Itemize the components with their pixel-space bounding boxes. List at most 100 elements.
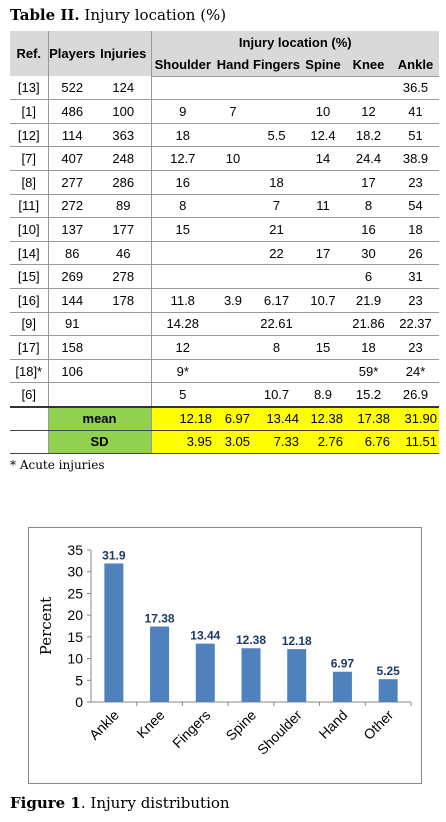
ankle-header: Ankle bbox=[392, 53, 440, 77]
ankle-cell: 23 bbox=[392, 335, 440, 360]
y-tick-label: 20 bbox=[67, 607, 83, 623]
table-row: [10] 137 177 15 21 16 18 bbox=[10, 217, 440, 242]
players-cell: 269 bbox=[48, 264, 96, 289]
y-tick-label: 0 bbox=[75, 694, 83, 710]
fingers-cell: 21 bbox=[252, 217, 301, 242]
data-label-knee: 17.38 bbox=[145, 612, 175, 626]
fingers-cell bbox=[252, 146, 301, 171]
fingers-cell: 5.5 bbox=[252, 123, 301, 148]
injuries-cell bbox=[96, 335, 152, 360]
shoulder-cell: 14.28 bbox=[151, 312, 214, 337]
injuries-cell: 124 bbox=[96, 76, 152, 101]
shoulder-cell bbox=[151, 264, 214, 289]
bar-other bbox=[378, 679, 398, 702]
data-label-shoulder: 12.18 bbox=[282, 634, 312, 648]
fingers-cell: 22.61 bbox=[252, 312, 301, 337]
shoulder-cell: 15 bbox=[151, 217, 214, 242]
bar-knee bbox=[150, 626, 170, 702]
category-label-other: Other bbox=[360, 707, 396, 743]
knee-cell: 8 bbox=[345, 194, 392, 219]
spine-cell: 10.7 bbox=[301, 288, 345, 313]
players-cell: 106 bbox=[48, 359, 96, 384]
hand-cell bbox=[214, 194, 252, 219]
shoulder-cell: 11.8 bbox=[151, 288, 214, 313]
fingers-cell bbox=[252, 264, 301, 289]
players-cell: 91 bbox=[48, 312, 96, 337]
sd-ankle: 11.51 bbox=[392, 430, 440, 454]
spine-cell: 10 bbox=[301, 99, 345, 124]
injuries-cell: 89 bbox=[96, 194, 152, 219]
players-header: Players bbox=[48, 31, 96, 77]
ankle-cell: 51 bbox=[392, 123, 440, 148]
shoulder-cell: 12.7 bbox=[151, 146, 214, 171]
table-row: [7] 407 248 12.7 10 14 24.4 38.9 bbox=[10, 146, 440, 171]
players-cell: 158 bbox=[48, 335, 96, 360]
hand-cell bbox=[214, 359, 252, 384]
injuries-cell bbox=[96, 312, 152, 337]
spine-cell bbox=[301, 217, 345, 242]
sd-fingers: 7.33 bbox=[252, 430, 301, 454]
hand-cell bbox=[214, 217, 252, 242]
fingers-cell bbox=[252, 99, 301, 124]
knee-cell: 30 bbox=[345, 241, 392, 266]
data-label-hand: 6.97 bbox=[331, 657, 355, 671]
knee-cell bbox=[345, 76, 392, 101]
mean-fingers: 13.44 bbox=[252, 405, 301, 431]
hand-cell bbox=[214, 312, 252, 337]
y-tick-label: 5 bbox=[75, 672, 83, 688]
knee-header: Knee bbox=[345, 53, 392, 77]
y-tick-label: 25 bbox=[67, 585, 83, 601]
ref-cell: [13] bbox=[10, 76, 49, 101]
injury-location-header: Injury location (%) bbox=[151, 31, 440, 54]
injuries-cell: 248 bbox=[96, 146, 152, 171]
table-row: [6] 5 10.7 8.9 15.2 26.9 bbox=[10, 382, 440, 408]
injuries-cell: 278 bbox=[96, 264, 152, 289]
injuries-cell: 177 bbox=[96, 217, 152, 242]
fingers-cell: 8 bbox=[252, 335, 301, 360]
shoulder-cell: 18 bbox=[151, 123, 214, 148]
hand-cell bbox=[214, 241, 252, 266]
shoulder-cell bbox=[151, 76, 214, 101]
spine-cell: 8.9 bbox=[301, 382, 345, 408]
bar-fingers bbox=[195, 643, 215, 702]
category-label-spine: Spine bbox=[222, 707, 259, 744]
table-row: [8] 277 286 16 18 17 23 bbox=[10, 170, 440, 195]
ref-cell: [8] bbox=[10, 170, 49, 195]
mean-label: mean bbox=[48, 405, 152, 431]
shoulder-cell: 16 bbox=[151, 170, 214, 195]
players-cell: 114 bbox=[48, 123, 96, 148]
mean-shoulder: 12.18 bbox=[151, 405, 214, 431]
players-cell: 277 bbox=[48, 170, 96, 195]
ref-cell: [9] bbox=[10, 312, 49, 337]
hand-cell bbox=[214, 123, 252, 148]
ankle-cell: 54 bbox=[392, 194, 440, 219]
players-cell: 137 bbox=[48, 217, 96, 242]
knee-cell: 21.9 bbox=[345, 288, 392, 313]
shoulder-cell: 12 bbox=[151, 335, 214, 360]
mean-spine: 12.38 bbox=[301, 405, 345, 431]
spine-cell bbox=[301, 76, 345, 101]
bar-ankle bbox=[104, 563, 124, 702]
knee-cell: 21.86 bbox=[345, 312, 392, 337]
mean-hand: 6.97 bbox=[214, 405, 252, 431]
spine-cell bbox=[301, 264, 345, 289]
shoulder-cell bbox=[151, 241, 214, 266]
table-row: [1] 486 100 9 7 10 12 41 bbox=[10, 99, 440, 124]
category-label-knee: Knee bbox=[133, 707, 168, 742]
ref-cell: [14] bbox=[10, 241, 49, 266]
data-label-other: 5.25 bbox=[376, 664, 400, 678]
spine-cell bbox=[301, 312, 345, 337]
knee-cell: 12 bbox=[345, 99, 392, 124]
mean-ankle: 31.90 bbox=[392, 405, 440, 431]
table-row: [17] 158 12 8 15 18 23 bbox=[10, 335, 440, 360]
mean-row: mean 12.18 6.97 13.44 12.38 17.38 31.90 bbox=[10, 405, 440, 431]
hand-cell bbox=[214, 335, 252, 360]
injuries-cell: 286 bbox=[96, 170, 152, 195]
y-tick-label: 35 bbox=[67, 542, 83, 558]
table-body: [13] 522 124 36.5 [1] 486 100 9 7 10 12 41 [12] 114 36… bbox=[10, 76, 440, 408]
hand-cell bbox=[214, 76, 252, 101]
table-row: [11] 272 89 8 7 11 8 54 bbox=[10, 194, 440, 219]
table-row: [16] 144 178 11.8 3.9 6.17 10.7 21.9 23 bbox=[10, 288, 440, 313]
shoulder-cell: 5 bbox=[151, 382, 214, 408]
hand-header: Hand bbox=[214, 53, 252, 77]
